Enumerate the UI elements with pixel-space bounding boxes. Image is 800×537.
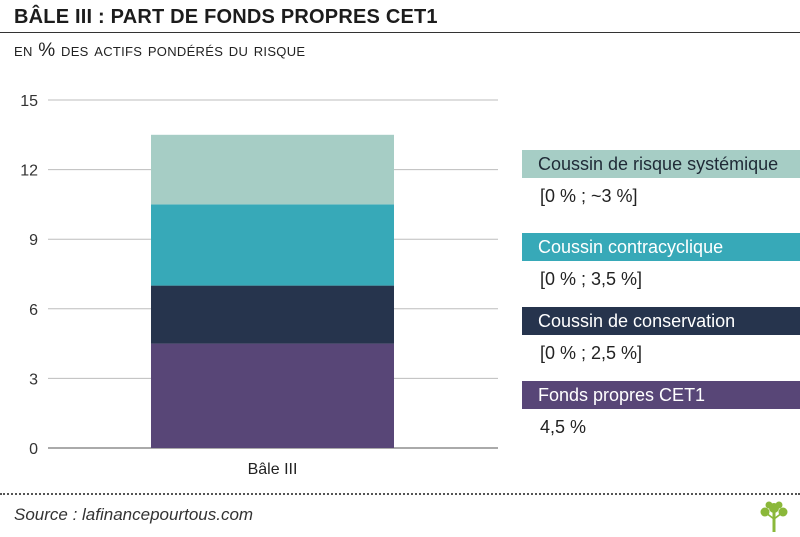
y-tick-label-15: 15 [20,93,38,110]
legend-range-contracyclique: [0 % ; 3,5 %] [540,269,643,289]
y-tick-label-0: 0 [29,441,38,458]
bar-segment-1 [151,285,394,344]
y-tick-label-12: 12 [20,163,38,180]
legend-item-conservation: Coussin de conservation [0 % ; 2,5 %] [522,307,800,364]
legend-range-cet1: 4,5 % [540,417,587,437]
legend-range-risque-systemique: [0 % ; ~3 %] [540,186,638,206]
chart-title: BÂLE III : PART DE FONDS PROPRES CET1 [14,6,438,28]
chart-subtitle: en % des actifs pondérés du risque [14,40,306,61]
source-text: Source : lafinancepourtous.com [14,505,254,524]
y-tick-label-9: 9 [29,232,38,249]
y-tick-label-3: 3 [29,371,38,388]
y-tick-label-6: 6 [29,302,38,319]
legend-swatch-risque-systemique: Coussin de risque systémique [522,150,800,178]
legend-swatch-contracyclique: Coussin contracyclique [522,233,800,261]
legend-swatch-cet1: Fonds propres CET1 [522,381,800,409]
x-category-label: Bâle III [248,461,298,478]
title-divider [0,32,800,33]
bar-segment-2 [151,204,394,286]
footer-divider [0,493,800,495]
legend-item-risque-systemique: Coussin de risque systémique [0 % ; ~3 %… [522,150,800,207]
legend-range-conservation: [0 % ; 2,5 %] [540,343,643,363]
tree-logo-icon [760,501,788,532]
legend-swatch-conservation: Coussin de conservation [522,307,800,335]
bar-segment-0 [151,343,394,448]
bar-segment-3 [151,134,394,205]
legend-item-cet1: Fonds propres CET1 4,5 % [522,381,800,438]
legend-item-contracyclique: Coussin contracyclique [0 % ; 3,5 %] [522,233,800,290]
